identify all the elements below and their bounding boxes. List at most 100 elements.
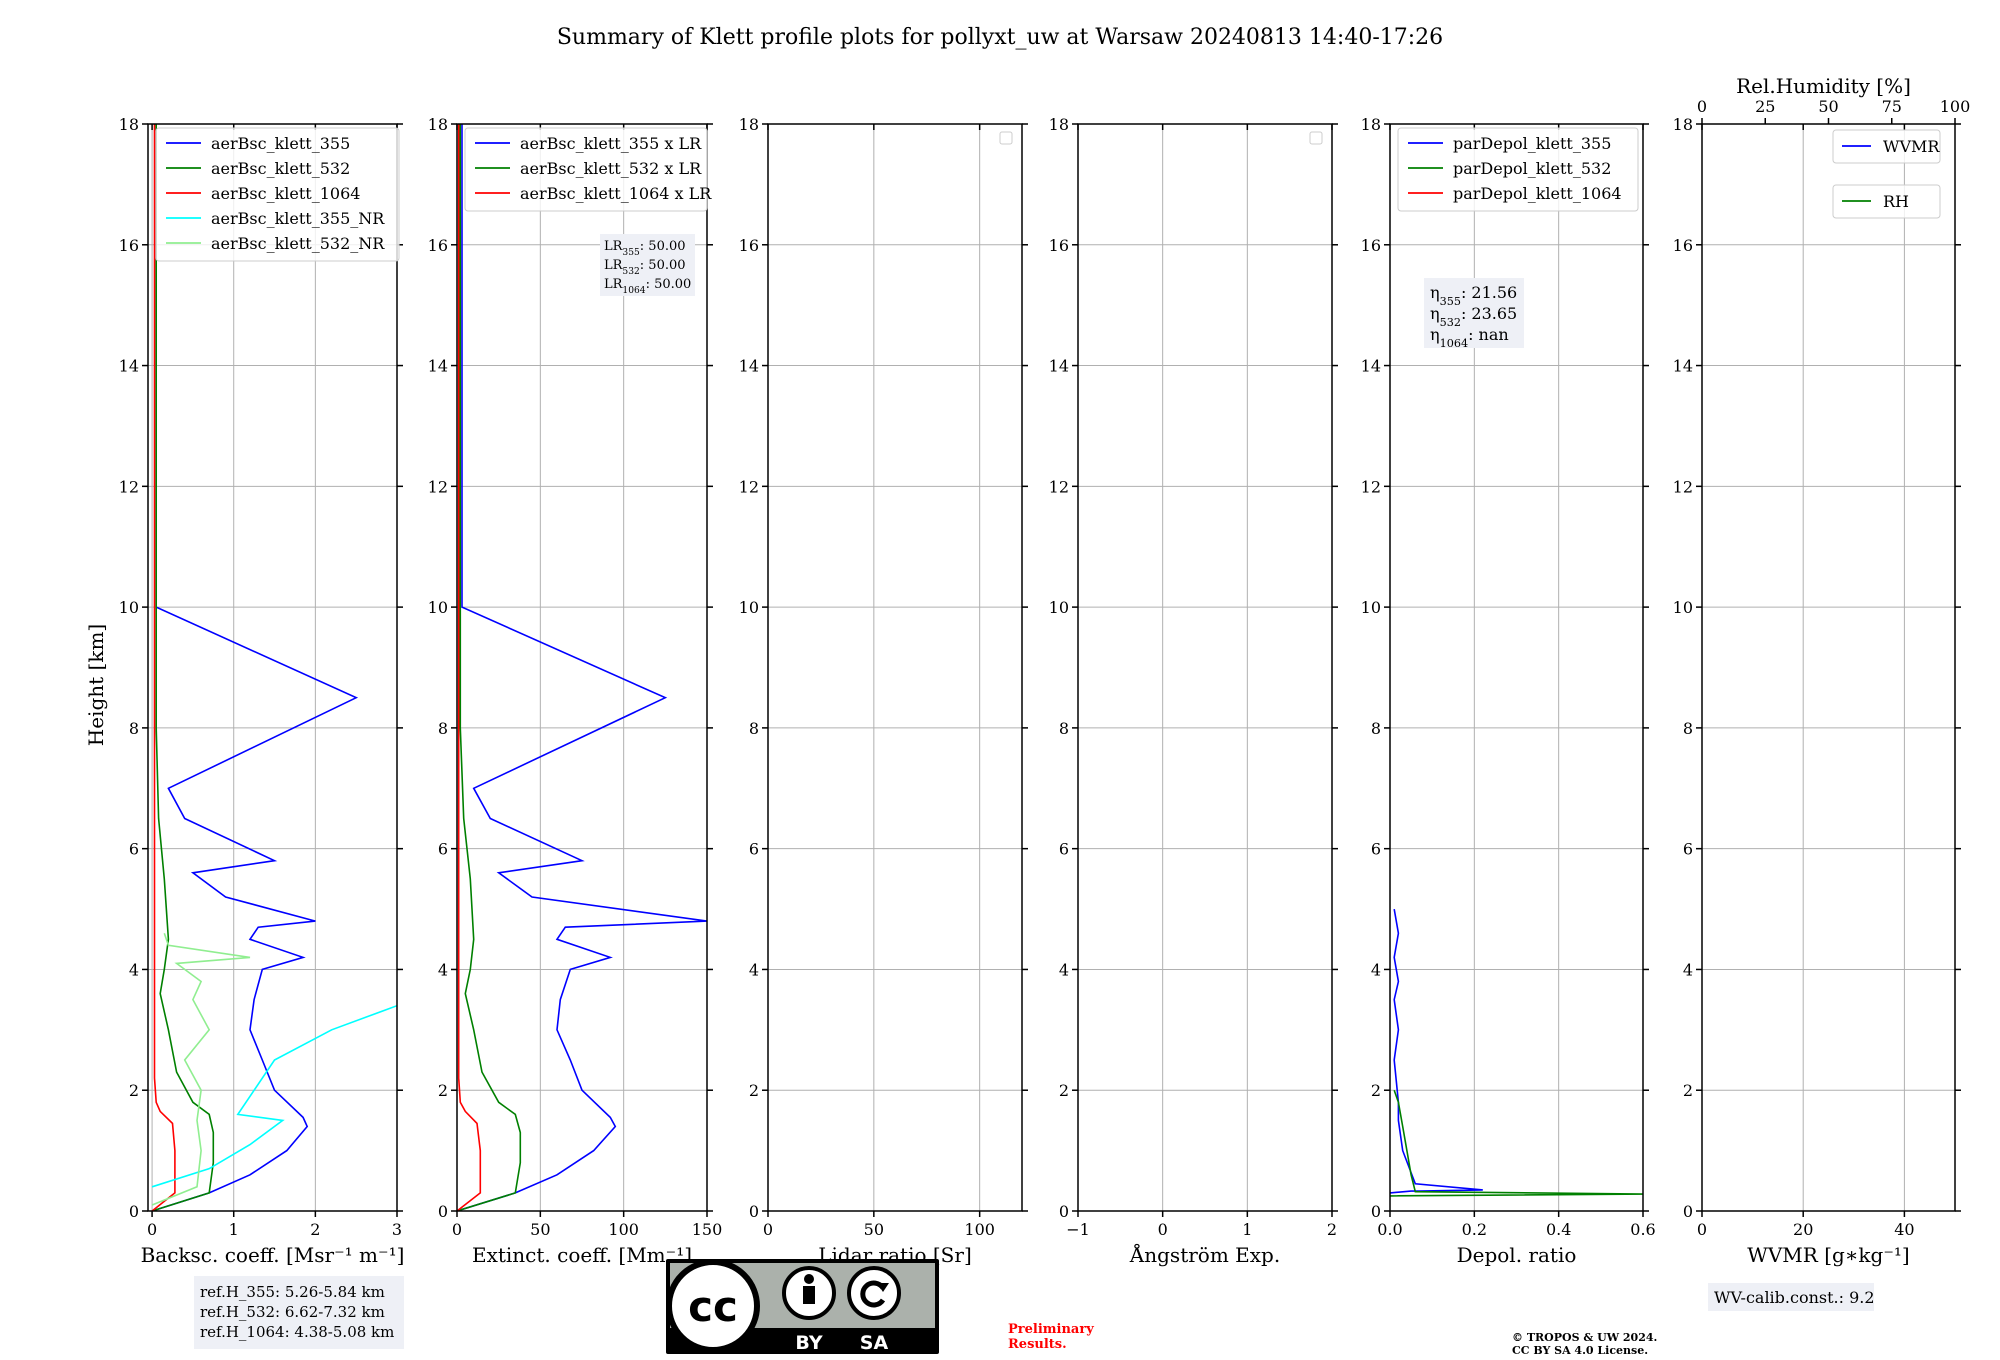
y-tick-label: 16 [428, 236, 448, 255]
y-tick-label: 12 [739, 477, 759, 496]
y-tick-label: 18 [1673, 115, 1693, 134]
y-tick-label: 14 [739, 357, 759, 376]
series-line-aerBsc_klett_1064 x LR [457, 124, 482, 1211]
sa-icon [847, 1266, 901, 1320]
sa-icon-arrowhead [877, 1283, 889, 1292]
x-axis-label: Ångström Exp. [1129, 1242, 1280, 1267]
y-tick-label: 18 [1361, 115, 1381, 134]
ref-heights-box: ref.H_355: 5.26-5.84 km ref.H_532: 6.62-… [194, 1276, 404, 1349]
y-tick-label: 10 [1361, 598, 1381, 617]
x-tick-label: 2 [1327, 1220, 1337, 1239]
legend-frame [1832, 129, 1941, 164]
y-tick-label: 4 [129, 960, 139, 979]
y-tick-label: 14 [428, 357, 448, 376]
legend-label: parDepol_klett_1064 [1453, 184, 1622, 203]
y-tick-label: 14 [1673, 357, 1693, 376]
x-axis-label: WVMR [g∗kg⁻¹] [1747, 1243, 1909, 1267]
y-tick-label: 10 [1673, 598, 1693, 617]
legend-label: aerBsc_klett_532 [211, 159, 350, 178]
y-tick-label: 6 [1059, 840, 1069, 859]
badge-by-label: BY [795, 1332, 822, 1354]
x-tick-label: 0.6 [1630, 1220, 1655, 1239]
wv-calib-box: WV-calib.const.: 9.2 [1708, 1283, 1875, 1311]
y-axis-label: Height [km] [84, 624, 108, 746]
empty-legend [999, 131, 1013, 145]
legend: parDepol_klett_355 parDepol_klett_532 parD… [1397, 127, 1639, 212]
y-tick-label: 2 [749, 1081, 759, 1100]
y-tick-label: 18 [739, 115, 759, 134]
legend-RH: RH [1832, 184, 1941, 219]
top-x-tick-label: 100 [1940, 97, 1971, 116]
y-tick-label: 6 [129, 840, 139, 859]
y-tick-label: 10 [1049, 598, 1069, 617]
y-tick-label: 12 [1673, 477, 1693, 496]
wv-calib-text: WV-calib.const.: 9.2 [1714, 1288, 1875, 1307]
copyright-line-1: © TROPOS & UW 2024. [1512, 1331, 1657, 1344]
legend-label: parDepol_klett_355 [1453, 134, 1611, 153]
y-tick-label: 6 [1683, 840, 1693, 859]
series-line-parDepol_klett_355 [1390, 908, 1483, 1194]
y-tick-label: 6 [438, 840, 448, 859]
y-tick-label: 8 [1683, 719, 1693, 738]
series-line-aerBsc_klett_532_NR [151, 932, 251, 1206]
axes-frame [767, 123, 1023, 1212]
y-tick-label: 2 [1683, 1081, 1693, 1100]
legend-label: aerBsc_klett_355_NR [211, 209, 385, 228]
y-tick-label: 16 [1673, 236, 1693, 255]
wv-calib-background [1708, 1283, 1874, 1311]
y-tick-label: 8 [438, 719, 448, 738]
y-tick-label: 8 [1059, 719, 1069, 738]
y-tick-label: 0 [1059, 1202, 1069, 1221]
series-line-parDepol_klett_532 [1390, 1089, 1643, 1197]
series-group [151, 124, 397, 1211]
figure-title: Summary of Klett profile plots for polly… [557, 25, 1443, 50]
top-x-tick-label: 0 [1697, 97, 1707, 116]
axes-frame [147, 123, 398, 1212]
y-tick-label: 8 [1371, 719, 1381, 738]
x-tick-label: 150 [692, 1220, 723, 1239]
sa-icon-arrow [860, 1280, 886, 1308]
x-tick-label: 0.0 [1377, 1220, 1402, 1239]
y-tick-label: 4 [1683, 960, 1693, 979]
legend-frame [464, 127, 708, 212]
panel-6: 0 20 40 0 2 4 6 8 10 12 14 16 18 WVMR [g∗kg⁻¹] 0 25 50 75… [1673, 74, 1971, 1267]
y-tick-label: 2 [1371, 1081, 1381, 1100]
x-tick-label: 0 [1158, 1220, 1168, 1239]
x-tick-label: 100 [608, 1220, 639, 1239]
legend-label: WVMR [1883, 137, 1940, 156]
axes-frame [1077, 123, 1333, 1212]
by-icon-body [803, 1286, 815, 1304]
y-tick-label: 0 [438, 1202, 448, 1221]
panel-5: 0.0 0.2 0.4 0.6 0 2 4 6 8 10 12 14 16 18 Depol. ratio p… [1361, 115, 1656, 1267]
y-tick-label: 6 [1371, 840, 1381, 859]
legend-label: aerBsc_klett_355 x LR [520, 134, 702, 153]
legend: aerBsc_klett_355 aerBsc_klett_532 aerBsc_k… [155, 127, 400, 262]
y-tick-label: 4 [438, 960, 448, 979]
x-tick-label: 1 [229, 1220, 239, 1239]
x-tick-label: 20 [1793, 1220, 1813, 1239]
y-tick-label: 0 [1683, 1202, 1693, 1221]
x-tick-label: 0 [452, 1220, 462, 1239]
y-tick-label: 16 [119, 236, 139, 255]
series-group [457, 124, 707, 1211]
top-x-tick-label: 50 [1818, 97, 1838, 116]
y-tick-label: 12 [1049, 477, 1069, 496]
x-tick-label: 0.2 [1462, 1220, 1487, 1239]
y-tick-label: 2 [1059, 1081, 1069, 1100]
y-tick-label: 4 [1371, 960, 1381, 979]
copyright-line-2: CC BY SA 4.0 License. [1512, 1344, 1648, 1357]
y-tick-label: 4 [749, 960, 759, 979]
legend-label: RH [1883, 192, 1909, 211]
y-tick-label: 6 [749, 840, 759, 859]
y-tick-label: 12 [119, 477, 139, 496]
x-axis-label: Depol. ratio [1457, 1243, 1577, 1267]
lidar-ratio-box [600, 234, 695, 296]
top-x-axis-label: Rel.Humidity [%] [1736, 74, 1911, 98]
y-tick-label: 12 [428, 477, 448, 496]
legend-label: aerBsc_klett_1064 [211, 184, 360, 203]
y-tick-label: 10 [739, 598, 759, 617]
